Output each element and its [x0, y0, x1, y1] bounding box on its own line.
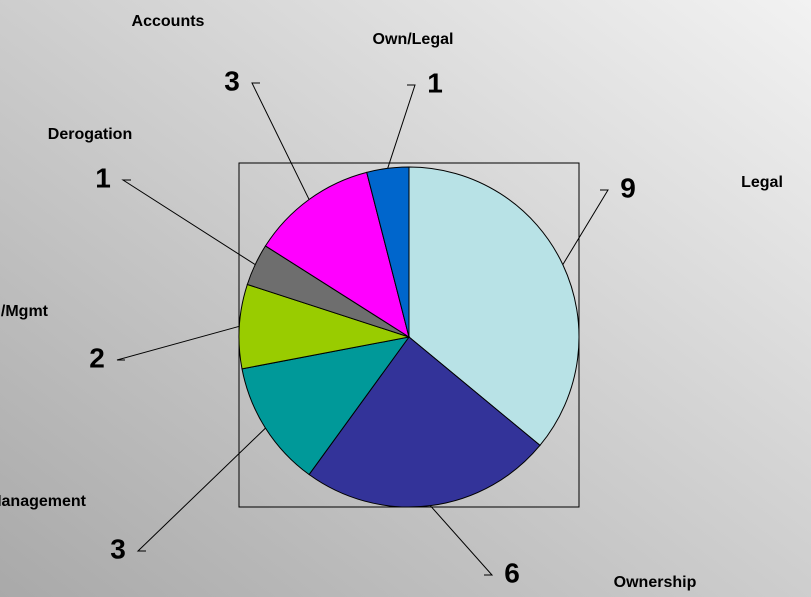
data-label: 3: [224, 65, 240, 96]
category-label: Derogation: [48, 126, 132, 143]
leader-line: [136, 427, 266, 552]
category-label: Management: [0, 493, 87, 510]
leader-line: [429, 505, 494, 576]
leader-line: [387, 84, 416, 169]
leader-line: [251, 82, 310, 200]
category-label: Legal/Mgmt: [0, 303, 49, 320]
leader-line: [562, 189, 609, 265]
category-label: Accounts: [132, 13, 205, 30]
data-label: 2: [89, 342, 105, 373]
pie-slice: [308, 336, 541, 508]
data-label: 6: [504, 557, 520, 588]
data-label: 1: [427, 67, 443, 98]
data-label: 9: [620, 172, 636, 203]
pie-slice: [366, 166, 410, 338]
pie-slice: [408, 166, 580, 447]
category-label: Ownership: [614, 574, 697, 591]
category-label: Own/Legal: [373, 31, 454, 48]
category-label: Legal: [741, 174, 783, 191]
data-label: 1: [95, 162, 111, 193]
data-label: 3: [110, 533, 126, 564]
leader-line: [121, 179, 256, 266]
leader-line: [116, 325, 240, 361]
